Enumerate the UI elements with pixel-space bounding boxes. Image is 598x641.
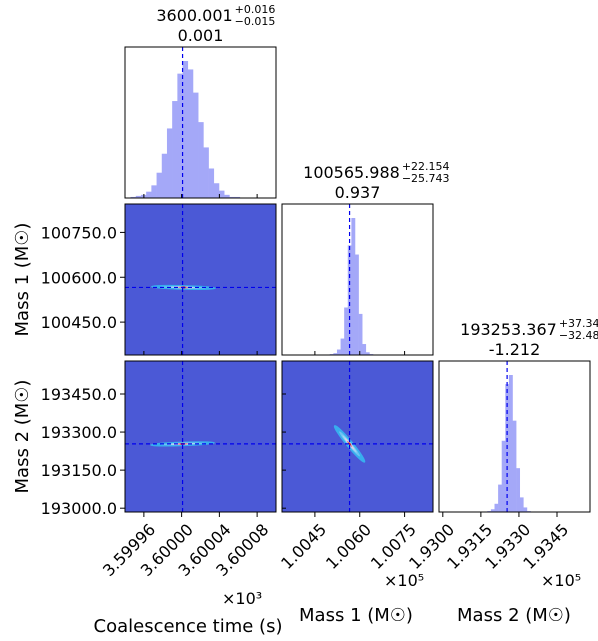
histogram-bar [365, 352, 370, 355]
density-panel-t-m1 [124, 203, 277, 356]
histogram-bar [187, 69, 194, 198]
panel-frame [281, 203, 434, 356]
panel-frame [124, 46, 277, 199]
histogram-bar [516, 468, 521, 512]
summary-value: 193253.367 [460, 320, 557, 339]
summary-second: -1.212 [489, 340, 541, 359]
summary-second: 0.937 [335, 183, 381, 202]
histogram-bar [512, 420, 517, 512]
histogram-panel-m1 [281, 203, 434, 356]
summary-minus: −25.743 [402, 172, 450, 185]
y-tick-label: 193300.0 [41, 423, 117, 442]
histogram-bar [161, 153, 168, 198]
histogram-bar [218, 190, 225, 198]
density-background [125, 361, 276, 512]
summary-value: 3600.001 [156, 6, 232, 25]
y-tick-label: 193450.0 [41, 385, 117, 404]
summary-minus: −0.015 [235, 15, 276, 28]
summary-value: 100565.988 [303, 163, 400, 182]
histogram-bar [234, 196, 241, 198]
histogram-bar [182, 61, 189, 198]
histogram-bar [523, 507, 528, 512]
histogram-bar [192, 92, 199, 198]
density-panel-t-m2 [124, 360, 277, 513]
histogram-bar [166, 128, 173, 198]
density-contour [348, 442, 351, 446]
histogram-bar [347, 245, 352, 355]
x-multiplier: ×10⁵ [384, 571, 424, 590]
histogram-bar [336, 349, 341, 355]
summary-minus: −32.481 [559, 329, 598, 342]
y-tick-label: 193150.0 [41, 461, 117, 480]
panel-frame [438, 360, 591, 513]
histogram-bar [130, 196, 137, 198]
panel-frame [124, 360, 277, 513]
histogram-bar [135, 195, 142, 198]
histogram-bar [172, 101, 178, 198]
histogram-bar [177, 73, 183, 198]
histogram-bar [151, 185, 157, 198]
histogram-panel-t [124, 46, 277, 199]
histogram-bar [340, 338, 345, 355]
histogram-bar [354, 254, 359, 355]
histogram-bar [494, 503, 499, 512]
histogram-panel-m2 [438, 360, 591, 513]
x-axis-label: Coalescence time (s) [94, 616, 283, 637]
x-multiplier: ×10⁵ [541, 571, 581, 590]
histogram-bar [362, 344, 367, 355]
x-tick-label: 1.0060 [322, 520, 375, 573]
y-tick-label: 193000.0 [41, 499, 117, 518]
histogram-bar [203, 147, 209, 198]
histogram-bar [224, 194, 230, 198]
histogram-bar [208, 168, 215, 198]
histogram-bar [146, 191, 152, 198]
histogram-bar [213, 183, 220, 198]
density-panel-m1-m2 [281, 360, 434, 513]
summary-second: 0.001 [178, 26, 224, 45]
histogram-bar [229, 196, 235, 198]
density-background [282, 361, 433, 512]
x-tick-label: 1.0045 [277, 520, 330, 573]
histogram-bar [358, 313, 363, 355]
histogram-bar [508, 375, 513, 512]
y-tick-label: 100600.0 [41, 268, 117, 287]
histogram-bar [501, 440, 506, 512]
x-axis-label: Mass 1 (M☉) [299, 605, 413, 626]
y-tick-label: 100450.0 [41, 313, 117, 332]
histogram-bar [198, 122, 204, 198]
x-multiplier: ×10³ [222, 589, 262, 608]
y-axis-label: Mass 1 (M☉) [12, 223, 33, 337]
summary-plus: +22.154 [402, 160, 450, 173]
histogram-bar [498, 484, 503, 512]
histogram-bar [519, 497, 524, 512]
histogram-bar [344, 307, 349, 355]
panel-frame [124, 203, 277, 356]
summary-plus: +0.016 [235, 3, 276, 16]
summary-plus: +37.344 [559, 317, 598, 330]
y-axis-label: Mass 2 (M☉) [12, 380, 33, 494]
density-background [125, 204, 276, 355]
x-axis-label: Mass 2 (M☉) [457, 605, 571, 626]
histogram-bar [490, 509, 495, 512]
panel-frame [281, 360, 434, 513]
histogram-bar [333, 353, 338, 355]
histogram-bar [156, 172, 163, 198]
histogram-bar [351, 218, 356, 355]
y-tick-label: 100750.0 [41, 223, 117, 242]
